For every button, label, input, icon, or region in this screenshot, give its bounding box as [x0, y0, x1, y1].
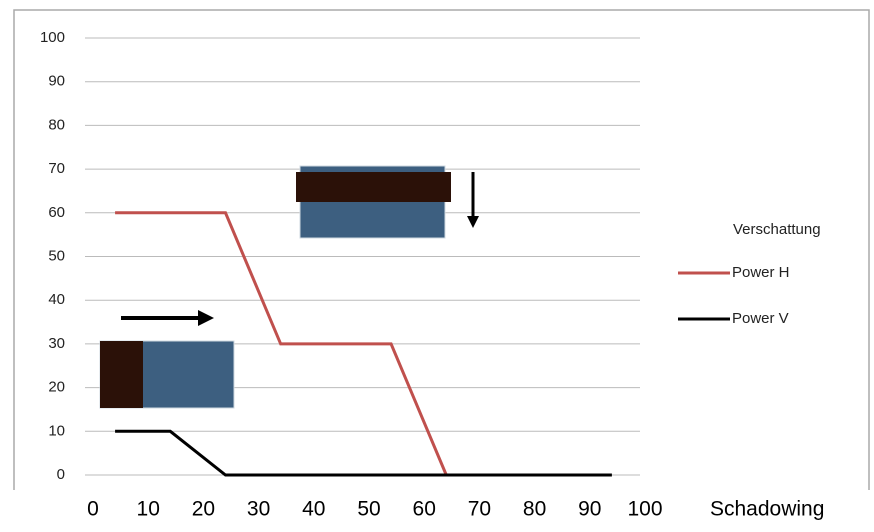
x-tick-label: 60	[413, 498, 436, 521]
y-tick-label: 40	[48, 291, 65, 308]
x-tick-label: 30	[247, 498, 270, 521]
chart: Schadowing Verschattung 0 10 20 30 40 50 60 70 8…	[0, 0, 874, 532]
x-tick-label: 20	[192, 498, 215, 521]
x-tick-label: 70	[468, 498, 491, 521]
y-tick-label: 70	[48, 160, 65, 177]
y-tick-label: 50	[48, 247, 65, 264]
legend-label: Power V	[732, 310, 789, 327]
series-line	[115, 431, 612, 475]
y-tick-label: 10	[48, 422, 65, 439]
y-tick-label: 80	[48, 116, 65, 133]
x-tick-label: 90	[578, 498, 601, 521]
panel-vertical	[100, 310, 234, 408]
legend-label: Power H	[732, 264, 790, 281]
shade	[100, 341, 143, 408]
y-tick-label: 90	[48, 73, 65, 90]
x-tick-label: 10	[137, 498, 160, 521]
x-tick-label: 50	[357, 498, 380, 521]
y-tick-label: 30	[48, 335, 65, 352]
y-tick-label: 60	[48, 204, 65, 221]
y-tick-label: 0	[57, 466, 65, 483]
legend-title: Verschattung	[733, 221, 821, 238]
arrow-head	[467, 216, 479, 228]
panel-horizontal	[296, 166, 479, 238]
x-tick-label: 80	[523, 498, 546, 521]
x-tick-label: 0	[87, 498, 99, 521]
arrow-head	[198, 310, 214, 326]
y-tick-label: 20	[48, 379, 65, 396]
x-axis-label: Schadowing	[710, 498, 824, 521]
x-tick-label: 100	[627, 498, 662, 521]
y-tick-label: 100	[40, 29, 65, 46]
shade	[296, 172, 451, 202]
x-tick-label: 40	[302, 498, 325, 521]
